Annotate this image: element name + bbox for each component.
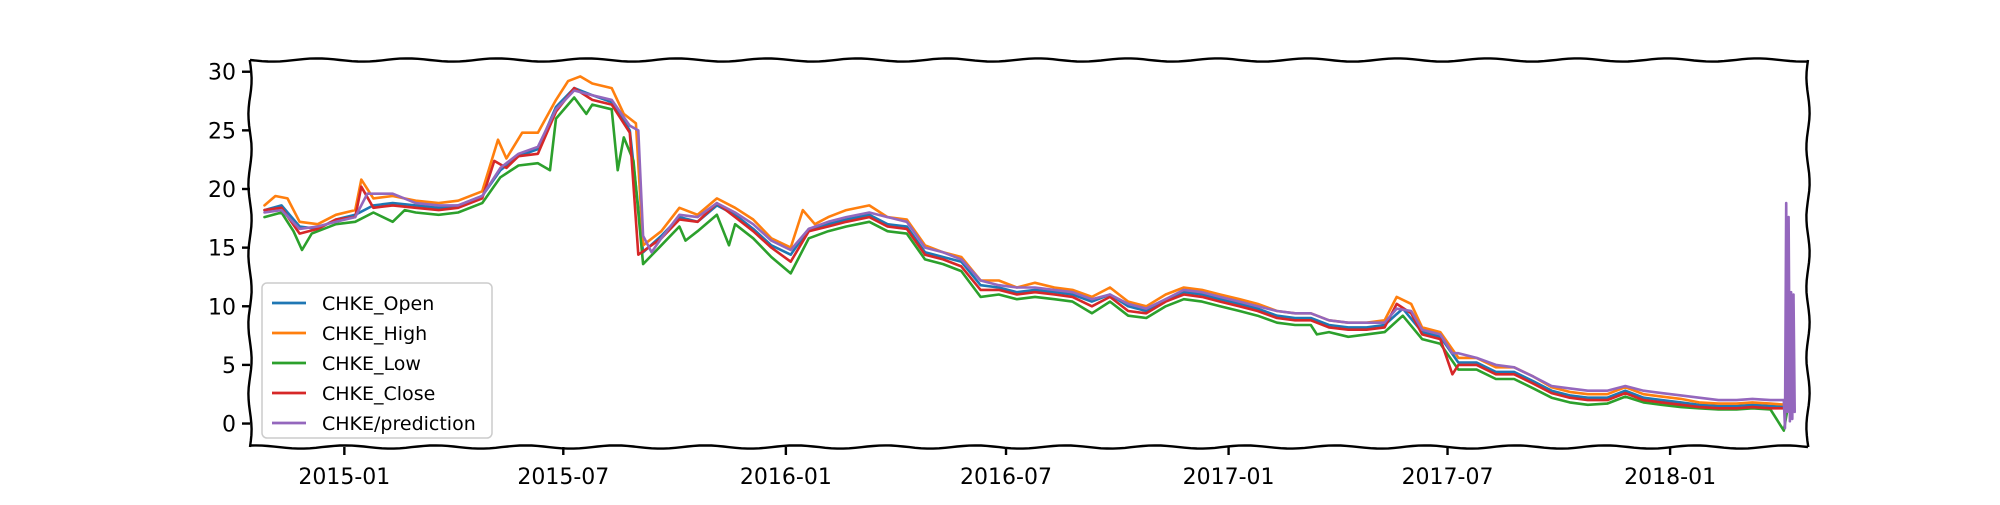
series-line-chke-prediction bbox=[263, 89, 1796, 430]
legend-label: CHKE_High bbox=[322, 323, 427, 345]
x-tick-label: 2018-01 bbox=[1624, 465, 1716, 490]
legend-label: CHKE_Open bbox=[322, 293, 434, 315]
legend-box bbox=[261, 282, 493, 439]
series-line-chke-open bbox=[263, 86, 1789, 409]
x-tick-label: 2016-07 bbox=[960, 465, 1052, 490]
legend: CHKE_Open CHKE_High CHKE_Low CHKE_Close CHKE… bbox=[261, 282, 493, 439]
y-tick-label: 25 bbox=[208, 119, 236, 144]
series-line-chke-high bbox=[263, 75, 1789, 407]
y-tick-label: 5 bbox=[222, 354, 236, 379]
series-layer bbox=[263, 75, 1796, 432]
x-tick-label: 2016-01 bbox=[740, 465, 832, 490]
x-tick-label: 2017-01 bbox=[1183, 465, 1275, 490]
x-tick-label: 2015-07 bbox=[517, 465, 609, 490]
y-tick-label: 30 bbox=[208, 61, 236, 86]
y-tick-label: 15 bbox=[208, 237, 236, 262]
x-axis: 2015-01 2015-07 2016-01 2016-07 2017-01 2017-… bbox=[298, 447, 1716, 490]
legend-label: CHKE_Low bbox=[322, 353, 421, 375]
y-tick-label: 20 bbox=[208, 178, 236, 203]
y-axis: 0 5 10 15 20 25 30 bbox=[208, 61, 250, 438]
legend-label: CHKE/prediction bbox=[322, 413, 476, 435]
legend-label: CHKE_Close bbox=[322, 383, 435, 405]
plot-frame bbox=[247, 57, 1811, 450]
x-tick-label: 2017-07 bbox=[1402, 465, 1494, 490]
series-line-chke-low bbox=[263, 96, 1789, 432]
x-tick-label: 2015-01 bbox=[298, 465, 390, 490]
y-tick-label: 10 bbox=[208, 295, 236, 320]
y-tick-label: 0 bbox=[222, 413, 236, 438]
series-line-chke-close bbox=[263, 86, 1789, 410]
